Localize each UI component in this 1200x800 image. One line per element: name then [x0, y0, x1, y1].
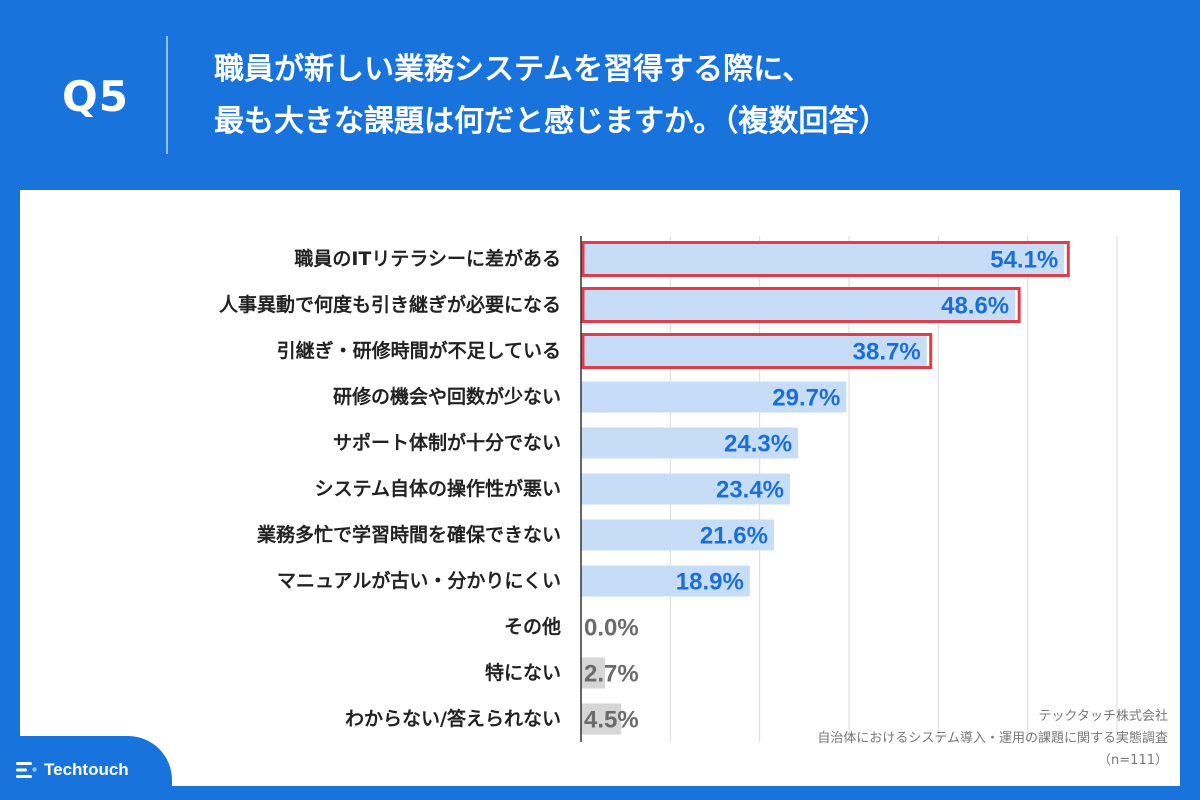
value-label: 29.7% [772, 385, 840, 412]
bar [581, 427, 799, 459]
logo-text: Techtouch [44, 760, 129, 779]
value-label: 4.5% [584, 707, 639, 734]
value-label: 2.7% [584, 661, 639, 688]
value-label: 24.3% [724, 431, 792, 458]
category-label: 職員のITリテラシーに差がある [294, 247, 561, 270]
techtouch-logo-icon [16, 762, 37, 778]
value-label: 21.6% [700, 523, 768, 550]
question-title-line-1: 職員が新しい業務システムを習得する際に、 [214, 52, 813, 87]
bar [581, 657, 606, 689]
bar-highlight-frame [581, 287, 1021, 323]
credit-company: テックタッチ株式会社 [1038, 709, 1168, 724]
category-label: その他 [504, 615, 561, 638]
value-label: 48.6% [941, 293, 1009, 320]
bar-highlight-frame [581, 333, 933, 369]
question-title: 職員が新しい業務システムを習得する際に、 最も大きな課題は何だと感じますか。（複… [214, 44, 1174, 148]
value-label: 23.4% [716, 477, 784, 504]
question-header: Q5 職員が新しい業務システムを習得する際に、 最も大きな課題は何だと感じますか… [0, 0, 1200, 190]
header-divider [166, 36, 168, 154]
value-label: 18.9% [676, 569, 744, 596]
bar [581, 565, 750, 597]
bar [581, 703, 622, 735]
source-credit: テックタッチ株式会社 自治体におけるシステム導入・運用の課題に関する実態調査 （… [740, 706, 1168, 772]
bar [581, 243, 1065, 275]
category-label: 人事異動で何度も引き継ぎが必要になる [219, 293, 561, 316]
value-label: 0.0% [584, 615, 639, 642]
bar [581, 381, 847, 413]
bar-highlight-frame [581, 241, 1070, 277]
value-label: 54.1% [990, 247, 1058, 274]
category-label: 特にない [485, 662, 561, 684]
category-label: わからない/答えられない [345, 707, 561, 730]
category-label: 研修の機会や回数が少ない [333, 385, 561, 408]
question-title-line-2: 最も大きな課題は何だと感じますか。（複数回答） [214, 104, 889, 139]
category-label: 業務多忙で学習時間を確保できない [256, 523, 561, 546]
question-number: Q5 [62, 72, 129, 121]
techtouch-logo: Techtouch [16, 758, 129, 782]
credit-survey: 自治体におけるシステム導入・運用の課題に関する実態調査 [817, 731, 1168, 746]
category-label: サポート体制が十分でない [333, 431, 561, 454]
category-label: マニュアルが古い・分かりにくい [277, 569, 561, 592]
logo-tab [0, 736, 172, 800]
value-label: 38.7% [853, 339, 921, 366]
category-label: 引継ぎ・研修時間が不足している [277, 339, 561, 362]
bar [581, 519, 774, 551]
credit-sample-size: （n=111） [1098, 753, 1168, 768]
bar [581, 335, 927, 367]
category-label: システム自体の操作性が悪い [315, 477, 561, 500]
bar [581, 289, 1016, 321]
bar [581, 473, 791, 505]
